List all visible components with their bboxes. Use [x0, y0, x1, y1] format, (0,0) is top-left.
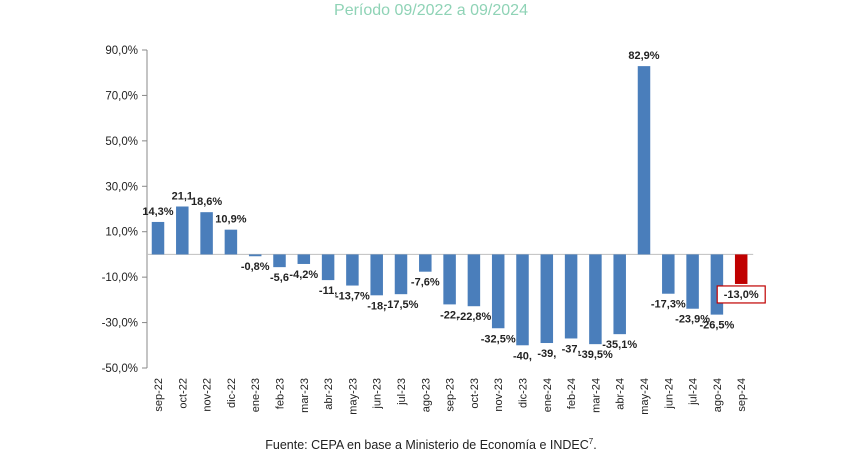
bar	[564, 254, 578, 339]
data-label: -11,	[319, 285, 337, 297]
category-label: jul-23	[396, 378, 408, 406]
category-label: abr-24	[615, 378, 627, 410]
bar	[467, 254, 481, 307]
category-label: ago-23	[420, 378, 432, 412]
category-label: mar-23	[299, 378, 311, 413]
y-tick-label: 10,0%	[105, 227, 138, 239]
category-label: oct-23	[469, 378, 481, 409]
source-text: Fuente: CEPA en base a Ministerio de Eco…	[265, 438, 589, 453]
data-label: -17,5%	[384, 299, 419, 311]
category-label: nov-23	[493, 378, 505, 412]
data-label: -37,	[562, 343, 581, 355]
data-label: 82,9%	[628, 50, 659, 62]
data-label: -39,5%	[578, 349, 613, 361]
category-label: ene-23	[250, 378, 262, 412]
bar	[370, 254, 383, 296]
data-label: 21,1	[172, 191, 193, 203]
bar	[273, 254, 286, 268]
bar	[224, 229, 238, 255]
data-label: -26,5%	[699, 320, 734, 332]
data-label: -22,8%	[456, 311, 491, 323]
data-label: -13,7%	[335, 291, 370, 303]
category-label: nov-22	[202, 378, 214, 412]
bar	[686, 254, 699, 309]
bar	[540, 254, 554, 344]
chart-title: Período 09/2022 a 09/2024	[334, 2, 528, 19]
bar	[248, 254, 262, 257]
data-label: 10,9%	[215, 214, 246, 226]
source-note: Fuente: CEPA en base a Ministerio de Eco…	[0, 437, 862, 452]
category-label: oct-22	[177, 378, 189, 409]
y-tick-label: -10,0%	[102, 272, 138, 284]
category-label: may-23	[347, 378, 359, 415]
y-tick-label: -50,0%	[102, 363, 138, 375]
data-label: -22,	[440, 309, 459, 321]
bar	[662, 254, 675, 294]
bar	[346, 254, 359, 286]
data-label: -13,0%	[724, 289, 759, 301]
category-label: feb-24	[566, 378, 578, 409]
data-label: 14,3%	[142, 206, 173, 218]
category-label: feb-23	[275, 378, 287, 409]
category-label: jul-24	[688, 378, 700, 406]
bar	[443, 254, 456, 305]
y-tick-label: 70,0%	[105, 90, 138, 102]
y-tick-label: 90,0%	[105, 45, 138, 57]
bar	[613, 254, 626, 335]
source-superscript: 7	[588, 437, 594, 446]
bar-chart: 90,0% 70,0% 50,0% 30,0% 10,0% -10,0% -30,0% -50…	[102, 45, 766, 415]
bar	[394, 254, 408, 295]
category-label: dic-22	[226, 378, 238, 408]
bar	[419, 254, 432, 272]
category-label: abr-23	[323, 378, 335, 410]
data-label: -23,9%	[675, 314, 710, 326]
category-label: dic-23	[518, 378, 530, 408]
data-label: -35,1%	[602, 339, 637, 351]
y-tick-label: 50,0%	[105, 136, 138, 148]
y-tick-label: -30,0%	[102, 318, 138, 330]
data-label: -39,	[537, 348, 556, 360]
data-label: -40,	[513, 350, 532, 362]
data-label: -4,2%	[289, 269, 318, 281]
bar	[637, 66, 651, 255]
category-label: sep-23	[445, 378, 457, 412]
category-label: jun-23	[372, 378, 384, 410]
highlight-label-box	[716, 285, 766, 304]
bar	[710, 254, 724, 315]
category-label: mar-24	[590, 378, 602, 413]
bar	[321, 254, 335, 281]
category-label: may-24	[639, 378, 651, 415]
category-label: ago-24	[712, 378, 724, 412]
source-end: .	[593, 438, 597, 453]
bar	[516, 254, 529, 346]
bar	[734, 254, 748, 284]
data-label: -7,6%	[411, 277, 440, 289]
category-label: sep-22	[153, 378, 165, 412]
data-label: -18,	[367, 300, 386, 312]
y-tick-label: 30,0%	[105, 181, 138, 193]
bar	[176, 206, 189, 255]
category-label: jun-24	[663, 378, 675, 410]
category-label: ene-24	[542, 378, 554, 412]
data-label: -5,6	[270, 272, 289, 284]
bar	[151, 221, 165, 255]
bar	[491, 254, 505, 329]
bar	[589, 254, 602, 345]
bar	[297, 254, 311, 264]
data-label: 18,6%	[191, 196, 222, 208]
bar	[200, 212, 213, 255]
category-label: sep-24	[736, 378, 748, 412]
data-label: -0,8%	[241, 261, 270, 273]
data-label: -32,5%	[481, 333, 516, 345]
data-label: -17,3%	[651, 299, 686, 311]
